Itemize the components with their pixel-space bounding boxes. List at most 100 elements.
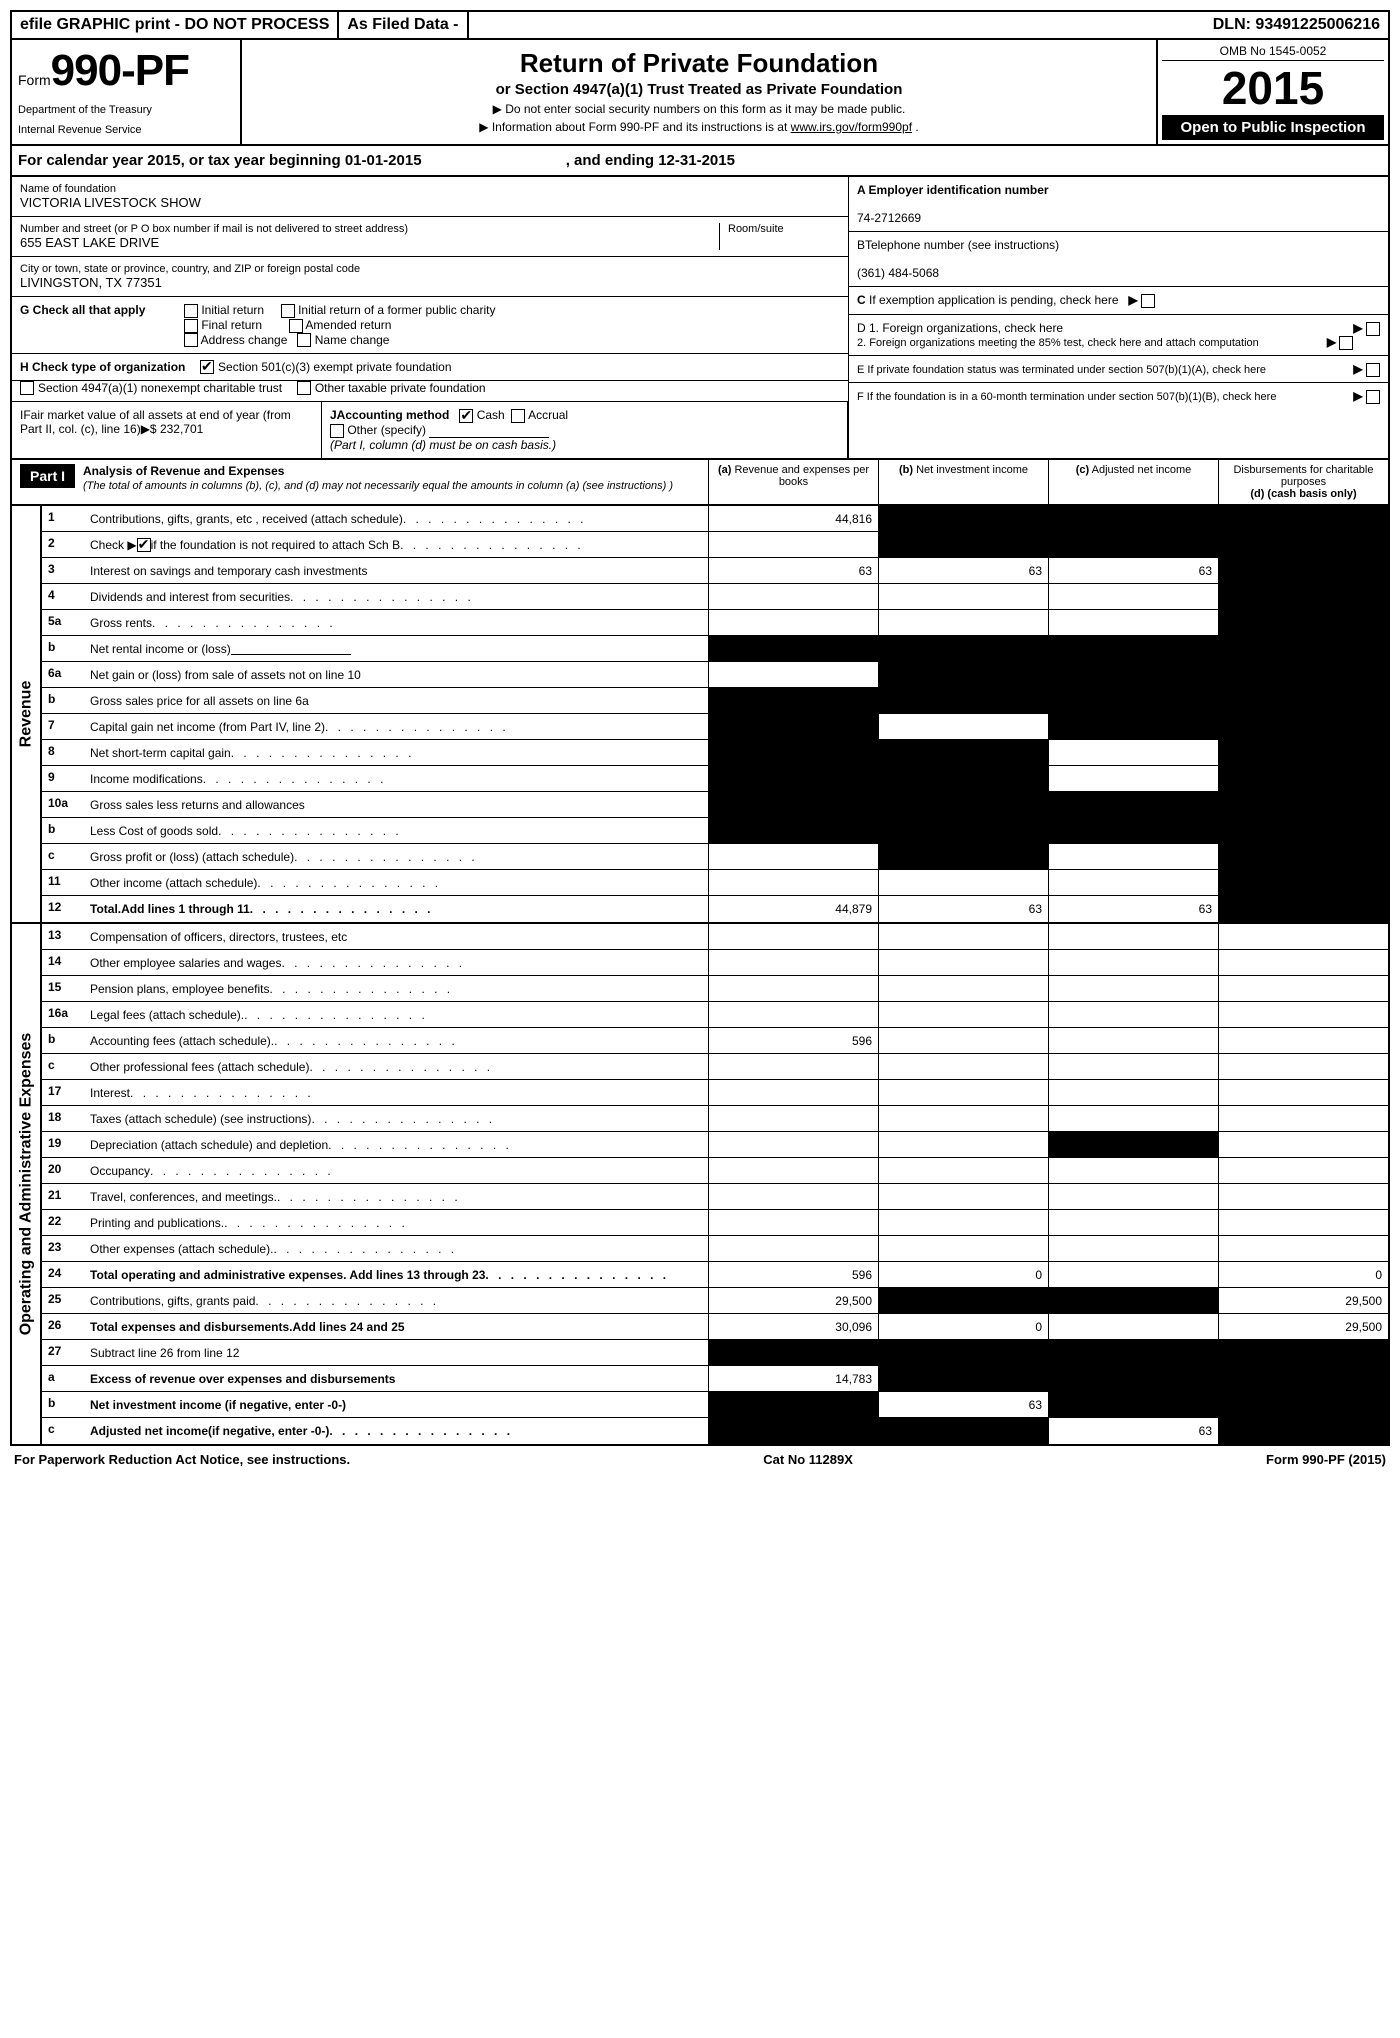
line-number: 2 (42, 532, 84, 557)
table-row: 21Travel, conferences, and meetings. (42, 1184, 1388, 1210)
checkbox-d2[interactable] (1339, 336, 1353, 350)
cell-value: 0 (1218, 1262, 1388, 1287)
checkbox-initial-former[interactable] (281, 304, 295, 318)
checkbox-other-method[interactable] (330, 424, 344, 438)
line-description: Accounting fees (attach schedule). (84, 1028, 708, 1053)
line-number: 10a (42, 792, 84, 817)
checkbox-4947[interactable] (20, 381, 34, 395)
checkbox-f[interactable] (1366, 390, 1380, 404)
cell-value (708, 1210, 878, 1235)
cell-shaded (1218, 1366, 1388, 1391)
table-row: 17Interest (42, 1080, 1388, 1106)
cell-value: 63 (1048, 896, 1218, 922)
line-description: Gross rents (84, 610, 708, 635)
cell-shaded (878, 792, 1048, 817)
line-number: 27 (42, 1340, 84, 1365)
line-number: 12 (42, 896, 84, 922)
cell-value (878, 584, 1048, 609)
cell-shaded (708, 766, 878, 791)
checkbox-e[interactable] (1366, 363, 1380, 377)
table-row: bLess Cost of goods sold (42, 818, 1388, 844)
cell-value (708, 1106, 878, 1131)
checkbox-cash[interactable] (459, 409, 473, 423)
cell-value (878, 610, 1048, 635)
cell-value (708, 950, 878, 975)
cell-value (878, 976, 1048, 1001)
cell-value (708, 610, 878, 635)
checkbox-initial[interactable] (184, 304, 198, 318)
section-c: C C If exemption application is pending,… (849, 287, 1388, 315)
cell-value (878, 1106, 1048, 1131)
cell-value (1048, 1028, 1218, 1053)
table-row: 11Other income (attach schedule) (42, 870, 1388, 896)
cell-shaded (878, 1340, 1048, 1365)
checkbox-other-taxable[interactable] (297, 381, 311, 395)
line-number: 13 (42, 924, 84, 949)
cell-value (1048, 584, 1218, 609)
line-description: Pension plans, employee benefits (84, 976, 708, 1001)
cell-shaded (708, 1340, 878, 1365)
table-row: 24Total operating and administrative exp… (42, 1262, 1388, 1288)
cell-shaded (708, 740, 878, 765)
efile-notice: efile GRAPHIC print - DO NOT PROCESS (12, 12, 339, 38)
checkbox-addr-change[interactable] (184, 333, 198, 347)
line-number: 3 (42, 558, 84, 583)
section-d: D 1. Foreign organizations, check here ▶… (849, 315, 1388, 356)
taxpayer-info: Name of foundation VICTORIA LIVESTOCK SH… (10, 177, 1390, 460)
cell-shaded (1218, 896, 1388, 922)
paperwork-notice: For Paperwork Reduction Act Notice, see … (14, 1452, 350, 1467)
cell-shaded (878, 1288, 1048, 1313)
cell-value (878, 1158, 1048, 1183)
cell-value (878, 1132, 1048, 1157)
form-title: Return of Private Foundation (250, 48, 1148, 79)
table-row: 10aGross sales less returns and allowanc… (42, 792, 1388, 818)
cell-value (1048, 1314, 1218, 1339)
line-number: 4 (42, 584, 84, 609)
cell-value (878, 1054, 1048, 1079)
cell-value (878, 1080, 1048, 1105)
checkbox-schb[interactable] (137, 538, 151, 552)
cell-shaded (1048, 714, 1218, 739)
cell-shaded (1048, 636, 1218, 661)
line-number: b (42, 818, 84, 843)
checkbox-accrual[interactable] (511, 409, 525, 423)
cell-shaded (878, 740, 1048, 765)
cell-shaded (708, 792, 878, 817)
table-row: 3Interest on savings and temporary cash … (42, 558, 1388, 584)
line-number: 24 (42, 1262, 84, 1287)
line-description: Net investment income (if negative, ente… (84, 1392, 708, 1417)
checkbox-name-change[interactable] (297, 333, 311, 347)
cell-value (708, 1054, 878, 1079)
cell-value: 63 (878, 1392, 1048, 1417)
checkbox-c[interactable] (1141, 294, 1155, 308)
line-description: Depreciation (attach schedule) and deple… (84, 1132, 708, 1157)
table-row: 26Total expenses and disbursements.Add l… (42, 1314, 1388, 1340)
line-description: Other income (attach schedule) (84, 870, 708, 895)
line-number: b (42, 1028, 84, 1053)
cell-shaded (1218, 714, 1388, 739)
table-row: 25Contributions, gifts, grants paid29,50… (42, 1288, 1388, 1314)
table-row: 27Subtract line 26 from line 12 (42, 1340, 1388, 1366)
table-row: 12Total.Add lines 1 through 1144,8796363 (42, 896, 1388, 922)
checkbox-final[interactable] (184, 319, 198, 333)
cell-value (1048, 1106, 1218, 1131)
checkbox-amended[interactable] (289, 319, 303, 333)
line-description: Interest (84, 1080, 708, 1105)
cell-shaded (1218, 1340, 1388, 1365)
line-number: c (42, 1054, 84, 1079)
irs-link[interactable]: www.irs.gov/form990pf (791, 120, 912, 134)
part1-header: Part I Analysis of Revenue and Expenses … (10, 460, 1390, 506)
table-row: 19Depreciation (attach schedule) and dep… (42, 1132, 1388, 1158)
line-number: a (42, 1366, 84, 1391)
cell-value (1048, 1054, 1218, 1079)
cell-value (1218, 1184, 1388, 1209)
line-description: Other expenses (attach schedule). (84, 1236, 708, 1261)
cell-value (1048, 740, 1218, 765)
checkbox-501c3[interactable] (200, 360, 214, 374)
checkbox-d1[interactable] (1366, 322, 1380, 336)
cell-value (1048, 1080, 1218, 1105)
cell-shaded (708, 1392, 878, 1417)
cell-shaded (1048, 1132, 1218, 1157)
table-row: 13Compensation of officers, directors, t… (42, 924, 1388, 950)
expenses-label: Operating and Administrative Expenses (12, 924, 42, 1444)
